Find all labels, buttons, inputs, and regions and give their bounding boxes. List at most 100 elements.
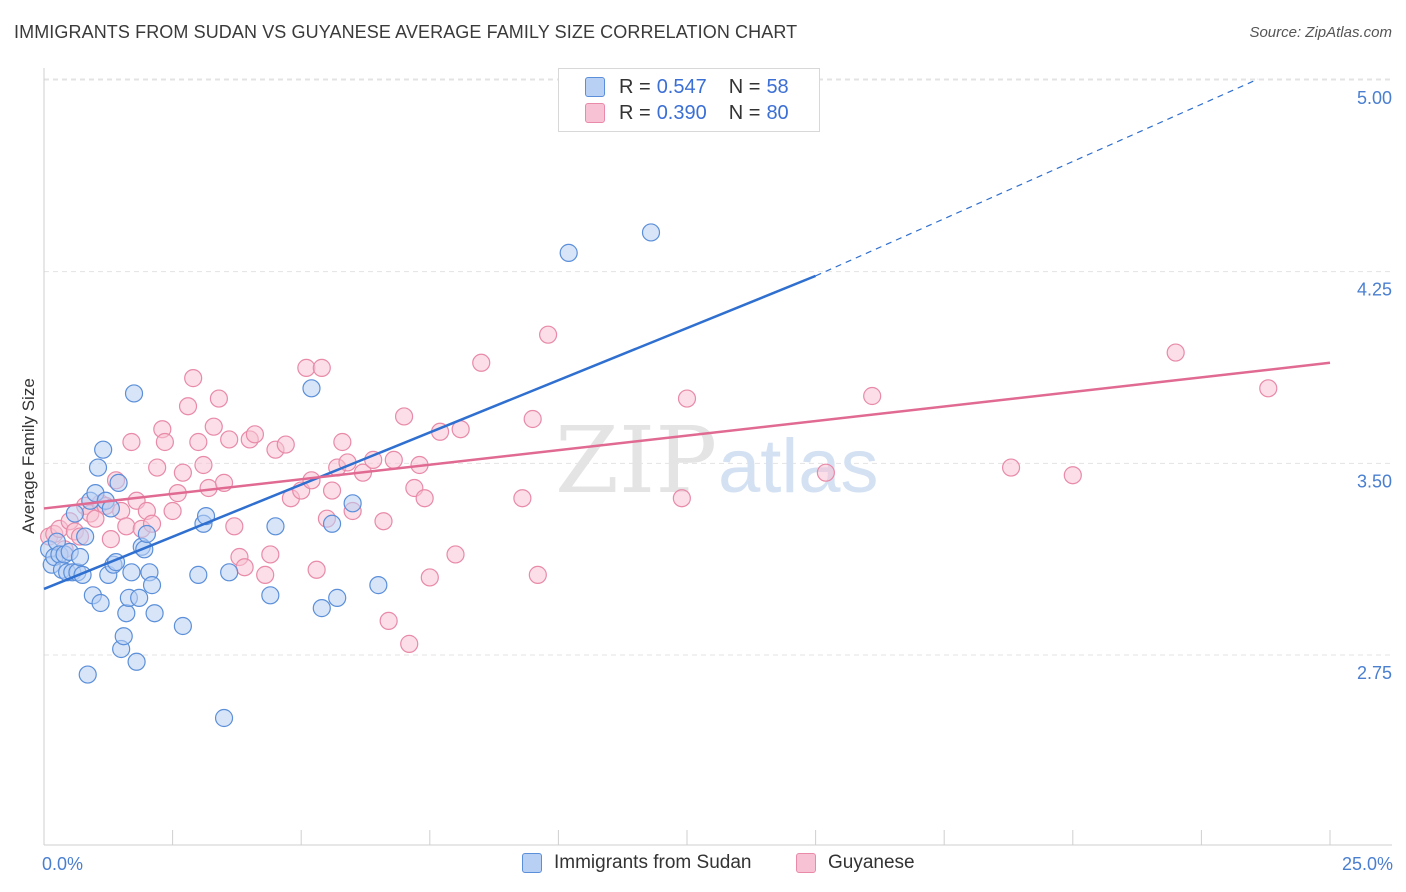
- chart-title: IMMIGRANTS FROM SUDAN VS GUYANESE AVERAG…: [14, 22, 798, 42]
- trend-lines: [43, 78, 1331, 591]
- watermark: ZIP atlas: [555, 407, 879, 514]
- y-tick-label: 5.00: [1357, 88, 1392, 108]
- x-tick-label: 25.0%: [1342, 854, 1393, 874]
- data-point: [261, 586, 280, 605]
- data-point: [245, 425, 265, 444]
- trend-line-sudan-extension: [815, 78, 1259, 277]
- data-point: [816, 463, 835, 482]
- series-name-sudan: Immigrants from Sudan: [554, 852, 752, 873]
- legend-r-label: R =: [619, 75, 651, 98]
- data-point: [117, 604, 136, 623]
- data-point: [446, 545, 465, 564]
- legend-swatch-sudan: [585, 77, 605, 97]
- x-tick-label: 0.0%: [42, 854, 83, 874]
- y-axis-label: Average Family Size: [19, 378, 38, 534]
- data-point: [539, 325, 558, 344]
- data-point: [78, 665, 97, 684]
- series-name-guyanese: Guyanese: [828, 852, 915, 873]
- data-point: [117, 517, 136, 536]
- data-point: [194, 455, 213, 475]
- data-point: [163, 501, 182, 521]
- trend-line-guyanese: [43, 361, 1331, 510]
- data-point: [374, 512, 393, 531]
- watermark-atlas: atlas: [718, 424, 879, 509]
- data-point: [302, 379, 321, 398]
- data-point: [384, 450, 403, 469]
- watermark-zip: ZIP: [555, 407, 717, 514]
- data-point: [88, 458, 108, 477]
- data-point: [863, 386, 882, 406]
- source-label: Source: ZipAtlas.com: [1249, 24, 1392, 41]
- data-point: [127, 652, 146, 671]
- data-point: [394, 407, 414, 426]
- data-point: [122, 432, 141, 452]
- data-point: [1063, 466, 1082, 485]
- legend-n-value: 80: [766, 101, 789, 124]
- data-point: [189, 565, 208, 584]
- legend-n-label: N =: [728, 75, 761, 98]
- series-swatch-guyanese: [796, 853, 816, 873]
- y-tick-label: 2.75: [1357, 663, 1392, 683]
- correlation-legend: R = 0.547 N = 58 R = 0.390 N = 80: [558, 68, 820, 132]
- series-legend-guyanese[interactable]: Guyanese: [796, 852, 915, 874]
- trend-line-sudan: [43, 274, 817, 591]
- data-point: [173, 463, 192, 482]
- data-point: [328, 588, 347, 607]
- legend-row-guyanese: R = 0.390 N = 80: [585, 101, 789, 125]
- data-point: [76, 527, 95, 546]
- data-point: [641, 223, 661, 242]
- data-point: [256, 565, 275, 584]
- legend-r-value: 0.547: [656, 75, 707, 98]
- y-tick-labels: 2.75 3.50 4.25 5.00: [1357, 88, 1392, 683]
- data-point: [101, 530, 120, 549]
- data-point: [204, 417, 223, 436]
- data-point: [307, 560, 326, 579]
- data-point: [235, 558, 254, 577]
- data-point: [400, 634, 419, 653]
- data-point: [145, 604, 164, 623]
- data-point: [369, 576, 388, 595]
- data-point: [189, 432, 208, 452]
- series-legend-sudan[interactable]: Immigrants from Sudan: [522, 852, 751, 874]
- legend-n-value: 58: [766, 75, 789, 98]
- data-point: [214, 708, 234, 728]
- data-point: [276, 435, 295, 454]
- y-tick-label: 4.25: [1357, 280, 1392, 300]
- data-point: [472, 353, 491, 372]
- data-point: [297, 358, 316, 377]
- y-tick-label: 3.50: [1357, 471, 1392, 491]
- data-point: [124, 384, 144, 403]
- sudan-points: [40, 223, 661, 728]
- guyanese-points: [40, 325, 1278, 653]
- data-point: [677, 389, 697, 408]
- legend-row-sudan: R = 0.547 N = 58: [585, 75, 789, 99]
- data-point: [1259, 379, 1278, 398]
- data-point: [343, 494, 362, 513]
- data-point: [420, 568, 439, 587]
- x-tick-labels: 0.0% 25.0%: [42, 854, 1393, 874]
- data-point: [137, 524, 156, 544]
- data-point: [109, 473, 128, 492]
- data-point: [209, 389, 228, 408]
- data-point: [266, 517, 285, 536]
- data-point: [142, 576, 162, 595]
- data-point: [114, 627, 133, 646]
- data-point: [312, 358, 331, 377]
- data-point: [322, 481, 342, 500]
- series-legend: Immigrants from Sudan Guyanese: [0, 852, 1406, 878]
- data-point: [173, 616, 192, 636]
- data-point: [261, 545, 280, 564]
- legend-n-label: N =: [728, 101, 761, 124]
- data-point: [148, 458, 167, 477]
- data-point: [220, 430, 239, 449]
- data-point: [672, 489, 691, 508]
- data-point: [70, 547, 90, 567]
- data-point: [523, 409, 542, 429]
- legend-swatch-guyanese: [585, 103, 605, 123]
- axes: [43, 68, 1392, 846]
- data-point: [559, 243, 578, 262]
- data-point: [130, 588, 149, 607]
- data-point: [155, 432, 174, 452]
- data-point: [528, 565, 547, 584]
